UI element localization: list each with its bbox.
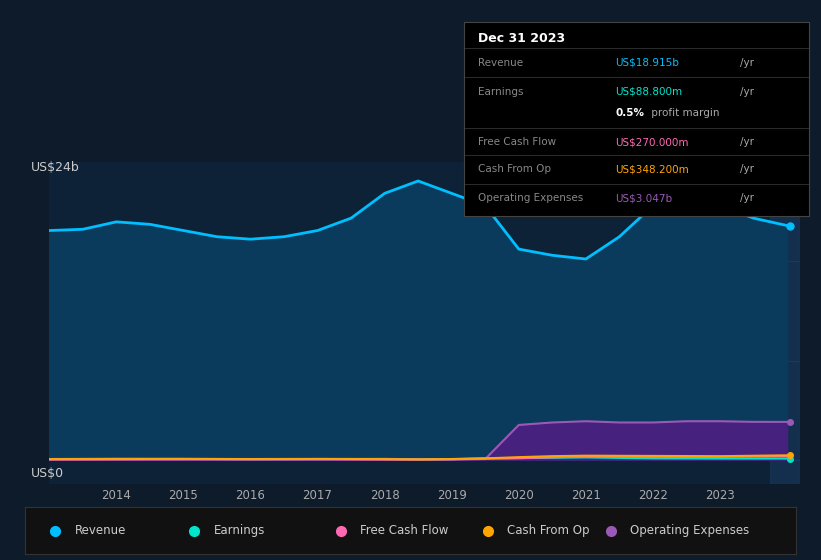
Text: US$88.800m: US$88.800m [616, 87, 683, 97]
Text: /yr: /yr [740, 137, 754, 147]
Text: Earnings: Earnings [213, 524, 265, 537]
Bar [770, 162, 800, 484]
Text: profit margin: profit margin [649, 108, 720, 118]
Text: Operating Expenses: Operating Expenses [478, 193, 583, 203]
Text: US$0: US$0 [31, 467, 64, 480]
Text: Operating Expenses: Operating Expenses [631, 524, 750, 537]
Text: Dec 31 2023: Dec 31 2023 [478, 32, 565, 45]
Text: US$3.047b: US$3.047b [616, 193, 672, 203]
Text: US$270.000m: US$270.000m [616, 137, 689, 147]
Text: Revenue: Revenue [478, 58, 523, 68]
Text: Cash From Op: Cash From Op [478, 164, 551, 174]
Text: /yr: /yr [740, 193, 754, 203]
Text: US$18.915b: US$18.915b [616, 58, 680, 68]
Text: Earnings: Earnings [478, 87, 523, 97]
Text: 0.5%: 0.5% [616, 108, 644, 118]
Text: Revenue: Revenue [75, 524, 126, 537]
Text: /yr: /yr [740, 164, 754, 174]
Text: /yr: /yr [740, 87, 754, 97]
Text: /yr: /yr [740, 58, 754, 68]
Text: Cash From Op: Cash From Op [507, 524, 589, 537]
Text: Free Cash Flow: Free Cash Flow [360, 524, 449, 537]
Text: Free Cash Flow: Free Cash Flow [478, 137, 556, 147]
Text: US$348.200m: US$348.200m [616, 164, 690, 174]
Text: US$24b: US$24b [31, 161, 80, 174]
